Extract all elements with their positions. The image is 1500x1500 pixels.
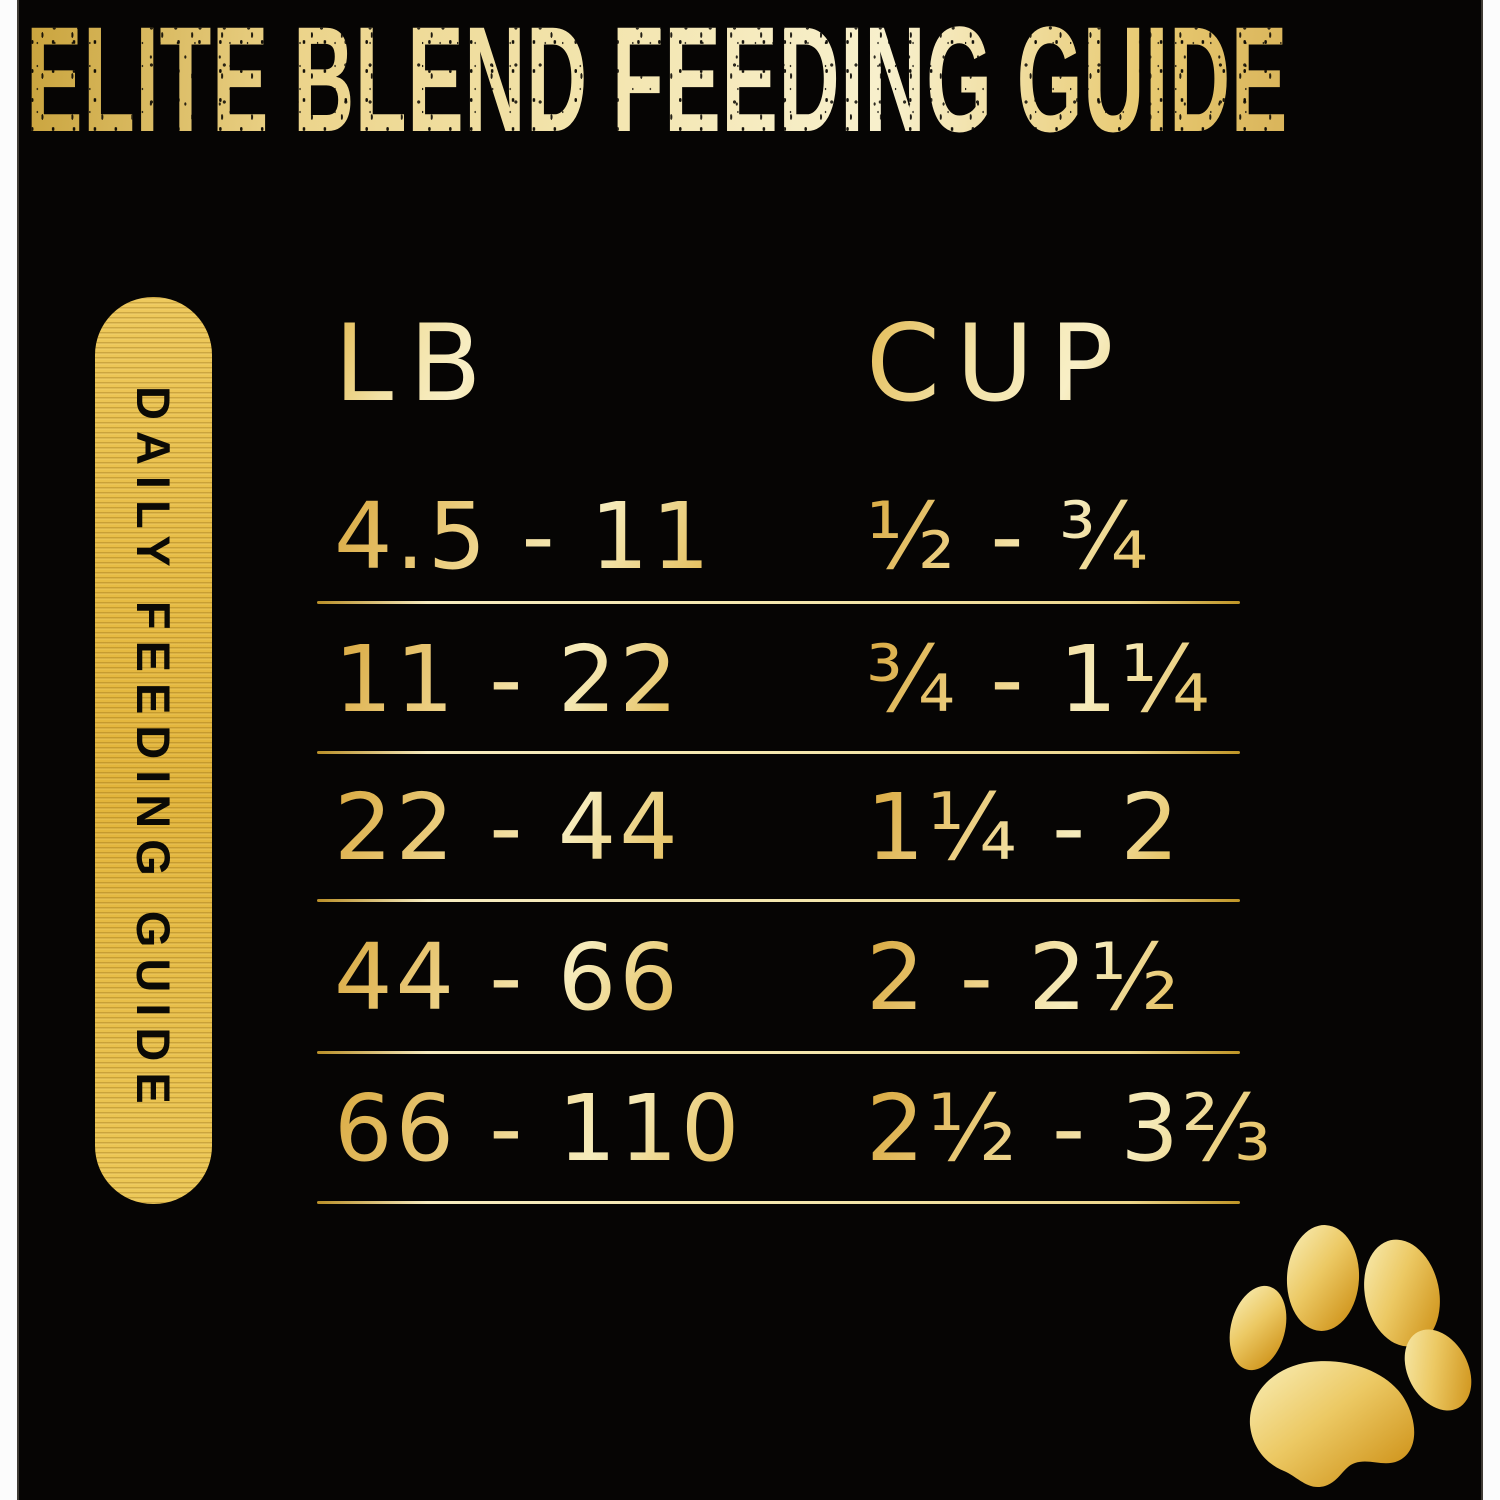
weight-range: 66 - 110 [334,1075,743,1182]
table-row: 66 - 110 2½ - 3⅔ [0,1083,1500,1175]
daily-feeding-guide-pill: DAILY FEEDING GUIDE [95,297,212,1204]
table-row: 11 - 22 ¾ - 1¼ [0,634,1500,726]
column-header-cup: CUP [866,302,1130,425]
row-divider [317,1051,1240,1054]
row-divider [317,601,1240,604]
daily-feeding-guide-label: DAILY FEEDING GUIDE [127,386,180,1115]
table-row: 44 - 66 2 - 2½ [0,932,1500,1024]
cup-range: 2 - 2½ [866,924,1182,1031]
row-divider [317,899,1240,902]
cup-range: ¾ - 1¼ [866,626,1213,733]
row-divider [317,1201,1240,1204]
weight-range: 11 - 22 [334,626,681,733]
cup-range: 1¼ - 2 [866,774,1182,881]
row-divider [317,751,1240,754]
table-row: 4.5 - 11 ½ - ¾ [0,491,1500,583]
label-background [17,0,1483,1500]
column-header-lb: LB [334,302,498,425]
cup-range: ½ - ¾ [866,483,1152,590]
table-row: 22 - 44 1¼ - 2 [0,782,1500,874]
weight-range: 44 - 66 [334,924,681,1031]
weight-range: 4.5 - 11 [334,483,714,590]
paw-print-icon [1229,1225,1472,1488]
page-title: ELITE BLEND FEEDING GUIDE [26,0,1288,163]
weight-range: 22 - 44 [334,774,681,881]
cup-range: 2½ - 3⅔ [866,1075,1275,1182]
